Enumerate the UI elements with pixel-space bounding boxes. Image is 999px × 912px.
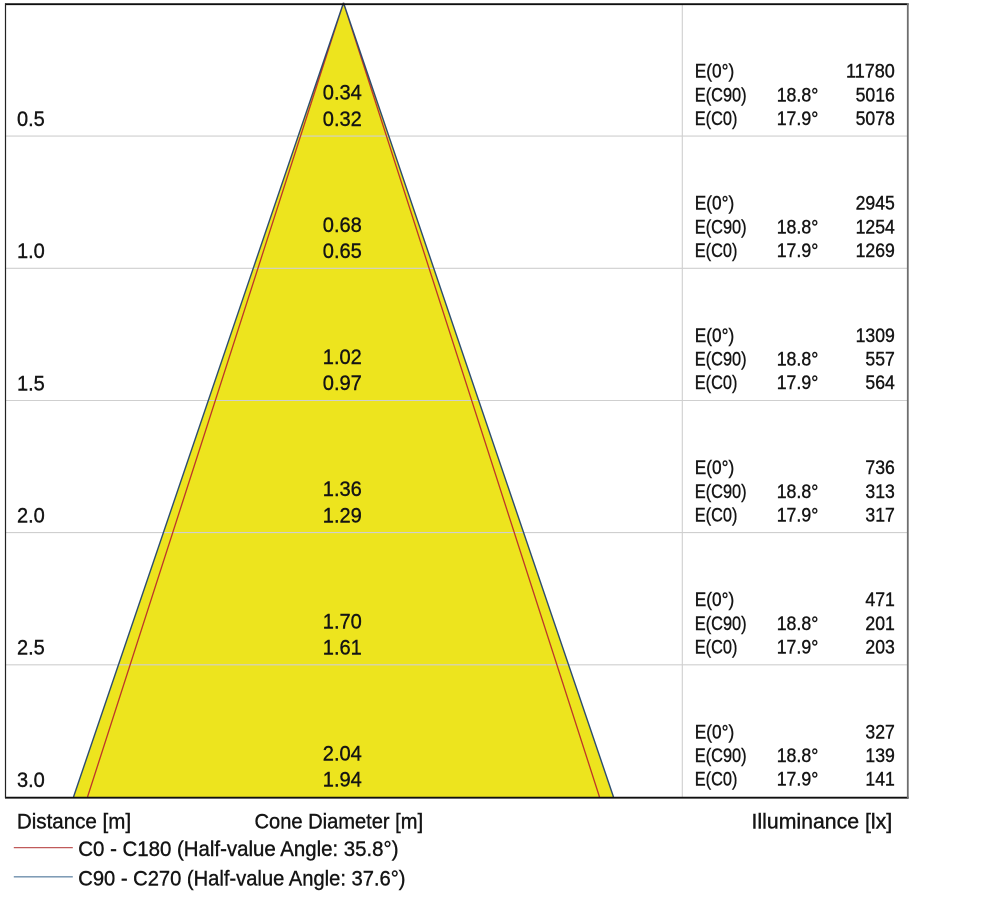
svg-text:313: 313 xyxy=(865,482,894,503)
svg-text:0.34: 0.34 xyxy=(323,81,362,105)
svg-text:141: 141 xyxy=(865,770,894,791)
svg-text:557: 557 xyxy=(865,350,894,371)
svg-text:E(C90): E(C90) xyxy=(695,746,747,767)
svg-text:E(C0): E(C0) xyxy=(695,241,738,262)
svg-text:E(0°): E(0°) xyxy=(695,62,734,83)
svg-text:0.65: 0.65 xyxy=(323,239,362,263)
svg-text:201: 201 xyxy=(865,614,894,635)
svg-text:Distance [m]: Distance [m] xyxy=(17,809,131,833)
svg-text:18.8°: 18.8° xyxy=(777,350,819,371)
svg-text:E(C90): E(C90) xyxy=(695,614,747,635)
svg-text:0.5: 0.5 xyxy=(17,107,45,131)
svg-text:E(C90): E(C90) xyxy=(695,350,747,371)
svg-text:Illuminance [lx]: Illuminance [lx] xyxy=(752,810,893,834)
svg-text:18.8°: 18.8° xyxy=(777,85,819,106)
svg-text:1.0: 1.0 xyxy=(17,239,45,263)
svg-text:17.9°: 17.9° xyxy=(777,373,819,394)
svg-text:2.04: 2.04 xyxy=(323,742,362,766)
svg-text:2945: 2945 xyxy=(856,194,895,215)
svg-text:1254: 1254 xyxy=(856,218,895,239)
svg-text:5016: 5016 xyxy=(856,85,895,106)
svg-text:18.8°: 18.8° xyxy=(777,614,819,635)
svg-text:17.9°: 17.9° xyxy=(777,241,819,262)
svg-text:18.8°: 18.8° xyxy=(777,482,819,503)
svg-text:564: 564 xyxy=(865,373,895,394)
svg-text:2.0: 2.0 xyxy=(17,503,45,527)
svg-text:5078: 5078 xyxy=(856,109,895,130)
svg-text:E(0°): E(0°) xyxy=(695,458,734,479)
svg-text:17.9°: 17.9° xyxy=(777,770,819,791)
svg-text:1.36: 1.36 xyxy=(323,477,362,501)
svg-text:1.5: 1.5 xyxy=(17,371,45,395)
svg-text:E(0°): E(0°) xyxy=(695,590,734,611)
svg-text:E(C0): E(C0) xyxy=(695,770,738,791)
svg-text:18.8°: 18.8° xyxy=(777,218,819,239)
svg-text:E(C0): E(C0) xyxy=(695,373,738,394)
svg-text:E(0°): E(0°) xyxy=(695,326,734,347)
svg-text:E(0°): E(0°) xyxy=(695,194,734,215)
svg-text:317: 317 xyxy=(865,505,894,526)
svg-text:C90 - C270 (Half-value Angle:: C90 - C270 (Half-value Angle: 37.6°) xyxy=(78,866,405,890)
svg-text:0.68: 0.68 xyxy=(323,213,362,237)
svg-text:0.97: 0.97 xyxy=(323,371,362,395)
svg-text:3.0: 3.0 xyxy=(17,768,45,792)
svg-text:E(C90): E(C90) xyxy=(695,218,747,239)
svg-text:E(C90): E(C90) xyxy=(695,85,747,106)
svg-text:17.9°: 17.9° xyxy=(777,505,819,526)
svg-text:736: 736 xyxy=(865,458,894,479)
svg-text:471: 471 xyxy=(865,590,894,611)
svg-text:1.02: 1.02 xyxy=(323,345,362,369)
svg-text:139: 139 xyxy=(865,746,894,767)
svg-text:0.32: 0.32 xyxy=(323,107,362,131)
svg-text:2.5: 2.5 xyxy=(17,636,45,660)
svg-text:18.8°: 18.8° xyxy=(777,746,819,767)
svg-text:E(0°): E(0°) xyxy=(695,722,734,743)
svg-text:E(C0): E(C0) xyxy=(695,109,738,130)
svg-text:17.9°: 17.9° xyxy=(777,638,819,659)
svg-text:1.61: 1.61 xyxy=(323,636,362,660)
svg-text:1.29: 1.29 xyxy=(323,503,362,527)
svg-text:E(C0): E(C0) xyxy=(695,505,738,526)
svg-text:1309: 1309 xyxy=(856,326,895,347)
svg-text:E(C0): E(C0) xyxy=(695,638,738,659)
svg-text:1269: 1269 xyxy=(856,241,895,262)
svg-text:327: 327 xyxy=(865,722,894,743)
svg-text:C0 - C180 (Half-value Angle: 3: C0 - C180 (Half-value Angle: 35.8°) xyxy=(78,837,398,861)
svg-text:203: 203 xyxy=(865,638,894,659)
svg-text:E(C90): E(C90) xyxy=(695,482,747,503)
svg-text:11780: 11780 xyxy=(846,62,895,83)
svg-text:1.94: 1.94 xyxy=(323,768,362,792)
svg-text:17.9°: 17.9° xyxy=(777,109,819,130)
svg-text:1.70: 1.70 xyxy=(323,609,362,633)
svg-text:Cone Diameter [m]: Cone Diameter [m] xyxy=(255,809,424,833)
